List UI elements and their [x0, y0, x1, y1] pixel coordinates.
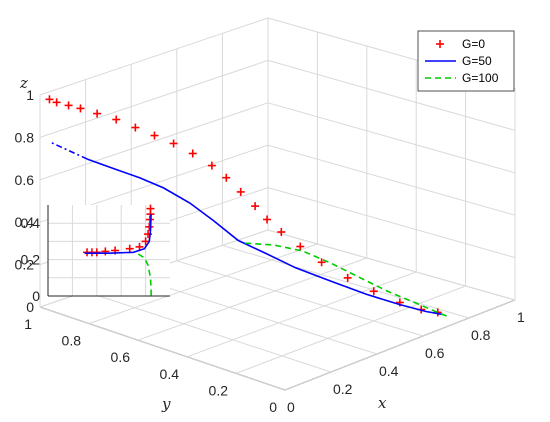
- y-tick-label: 0.2: [209, 382, 229, 398]
- series-g-0-marker: [52, 98, 61, 107]
- inset-g-0-marker: [125, 244, 134, 253]
- x-tick-label: 0.4: [379, 363, 399, 379]
- series-g-50-dashdot: [49, 141, 88, 160]
- series-g-0-marker: [150, 131, 159, 140]
- floor-grid-y-2: [186, 271, 417, 358]
- floor-grid-y-3: [137, 257, 367, 341]
- z-tick-label: 1: [26, 87, 34, 103]
- inset-g-0-marker: [141, 237, 150, 246]
- inset-plot: 0 0.2 0.4: [21, 204, 170, 304]
- inset-y-tick-label: 0.2: [21, 252, 41, 268]
- series-g-0-marker: [64, 101, 73, 110]
- z-tick-label: 0: [26, 299, 34, 315]
- inset-g-0-marker: [145, 222, 154, 231]
- inset-g-100-line: [137, 253, 152, 296]
- back-wall-z-5: [39, 17, 269, 96]
- right-wall-z-1: [267, 187, 516, 259]
- legend-label-2: G=100: [462, 71, 499, 85]
- series-g-0-marker: [222, 173, 231, 182]
- series-g-0-marker: [45, 95, 54, 104]
- x-tick-label: 0.2: [333, 381, 353, 397]
- series-g-0-marker: [296, 242, 305, 251]
- back-wall-z-3: [39, 102, 269, 181]
- series-g-0-marker: [76, 104, 85, 113]
- legend: G=0 G=50 G=100: [417, 30, 515, 92]
- floor-grid-x-3: [176, 260, 424, 337]
- y-tick-label: 0.4: [160, 366, 180, 382]
- series-g-50-line: [87, 158, 443, 316]
- inset-g-0-marker: [146, 204, 155, 213]
- series-g-0-marker: [93, 109, 102, 118]
- series-g-0-marker: [169, 139, 178, 148]
- series-g-0-marker: [343, 273, 352, 282]
- x-tick-label: 0: [287, 399, 295, 415]
- floor-grid-x-2: [131, 275, 378, 355]
- floor-grid-y-0: [284, 299, 516, 391]
- data-series: [45, 95, 448, 318]
- inset-g-50-line: [84, 214, 152, 254]
- y-tick-label: 1: [24, 316, 32, 332]
- z-axis-label: z: [19, 74, 28, 92]
- floor-grid-y-4: [88, 243, 318, 325]
- series-g-0-marker: [188, 149, 197, 158]
- legend-label-1: G=50: [462, 54, 492, 68]
- series-g-0-marker: [207, 161, 216, 170]
- legend-marker-0: [436, 40, 444, 48]
- series-g-0-marker: [317, 258, 326, 267]
- x-tick-label: 0.6: [425, 345, 445, 361]
- y-tick-label: 0.8: [62, 333, 82, 349]
- y-axis-label: y: [161, 395, 171, 413]
- series-g-0-marker: [236, 187, 245, 196]
- z-tick-label: 0.6: [15, 172, 35, 188]
- series-g-0-marker: [263, 215, 272, 224]
- series-g-0-marker: [277, 228, 286, 237]
- back-wall-z-4: [39, 59, 269, 138]
- floor-grid-y-1: [235, 285, 466, 374]
- legend-label-0: G=0: [462, 37, 485, 51]
- y-tick-label: 0.6: [111, 349, 131, 365]
- z-tick-label: 0.4: [15, 214, 35, 230]
- x-axis-label: x: [378, 394, 387, 412]
- right-wall-z-2: [267, 144, 516, 216]
- right-wall-z-3: [267, 102, 516, 174]
- series-g-0-marker: [251, 202, 260, 211]
- x-tick-label: 0.8: [471, 327, 491, 343]
- right-wall-z-4: [267, 59, 516, 131]
- z-tick-label: 0.2: [15, 257, 35, 273]
- series-g-0-marker: [369, 287, 378, 296]
- floor-grid-x-5: [267, 229, 516, 301]
- series-g-0-marker: [112, 115, 121, 124]
- z-tick-label: 0.8: [15, 129, 35, 145]
- tick-labels: 00.20.40.60.8100.20.40.60.8100.20.40.60.…: [15, 87, 525, 415]
- series-g-100-line: [245, 242, 448, 318]
- floor-grid-x-1: [85, 291, 332, 373]
- inset-y-tick-label: 0: [32, 288, 40, 304]
- axis-labels: z y x: [19, 74, 387, 413]
- x-tick-label: 1: [517, 309, 525, 325]
- floor-grid-x-4: [222, 244, 470, 319]
- y-tick-label: 0: [269, 399, 277, 415]
- inset-g-0-marker: [101, 247, 110, 256]
- inset-y-tick-label: 0.4: [21, 215, 41, 231]
- floor-grid-x-0: [39, 306, 286, 391]
- inset-g-0-marker: [92, 248, 101, 257]
- series-g-0-marker: [131, 123, 140, 132]
